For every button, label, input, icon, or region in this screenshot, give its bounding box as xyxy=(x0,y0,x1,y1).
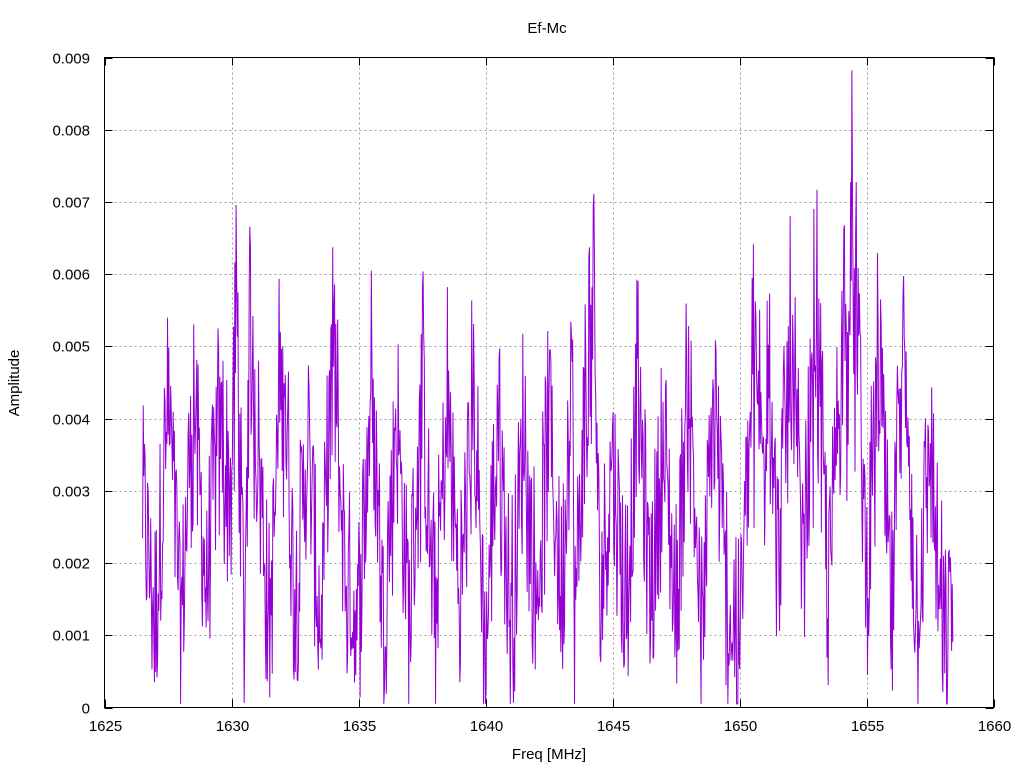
x-tick-label: 1640 xyxy=(470,718,503,735)
series-line xyxy=(142,70,954,705)
y-tick-label: 0.006 xyxy=(52,267,90,284)
x-axis-label: Freq [MHz] xyxy=(512,746,586,763)
x-tick-label: 1660 xyxy=(978,718,1011,735)
y-tick-label: 0.004 xyxy=(52,412,90,429)
plot-frame xyxy=(104,57,994,708)
y-tick-label: 0 xyxy=(82,701,90,718)
series-layer xyxy=(142,70,954,705)
chart-title: Ef-Mc xyxy=(527,20,567,37)
x-tick-label: 1645 xyxy=(597,718,630,735)
y-axis-label: Amplitude xyxy=(6,350,23,417)
x-tick-label: 1630 xyxy=(216,718,249,735)
y-tick-label: 0.002 xyxy=(52,556,90,573)
y-tick-label: 0.008 xyxy=(52,123,90,140)
y-tick-label: 0.001 xyxy=(52,628,90,645)
y-tick-label: 0.009 xyxy=(52,51,90,68)
axis-ticks: 0 0.001 0.002 0.003 0.004 0.005 0.006 0.007 0.00… xyxy=(52,51,1011,736)
x-tick-label: 1650 xyxy=(724,718,757,735)
x-tick-label: 1655 xyxy=(851,718,884,735)
y-tick-label: 0.005 xyxy=(52,339,90,356)
y-tick-label: 0.007 xyxy=(52,195,90,212)
x-tick-label: 1635 xyxy=(343,718,376,735)
x-tick-label: 1625 xyxy=(89,718,122,735)
y-tick-label: 0.003 xyxy=(52,484,90,501)
